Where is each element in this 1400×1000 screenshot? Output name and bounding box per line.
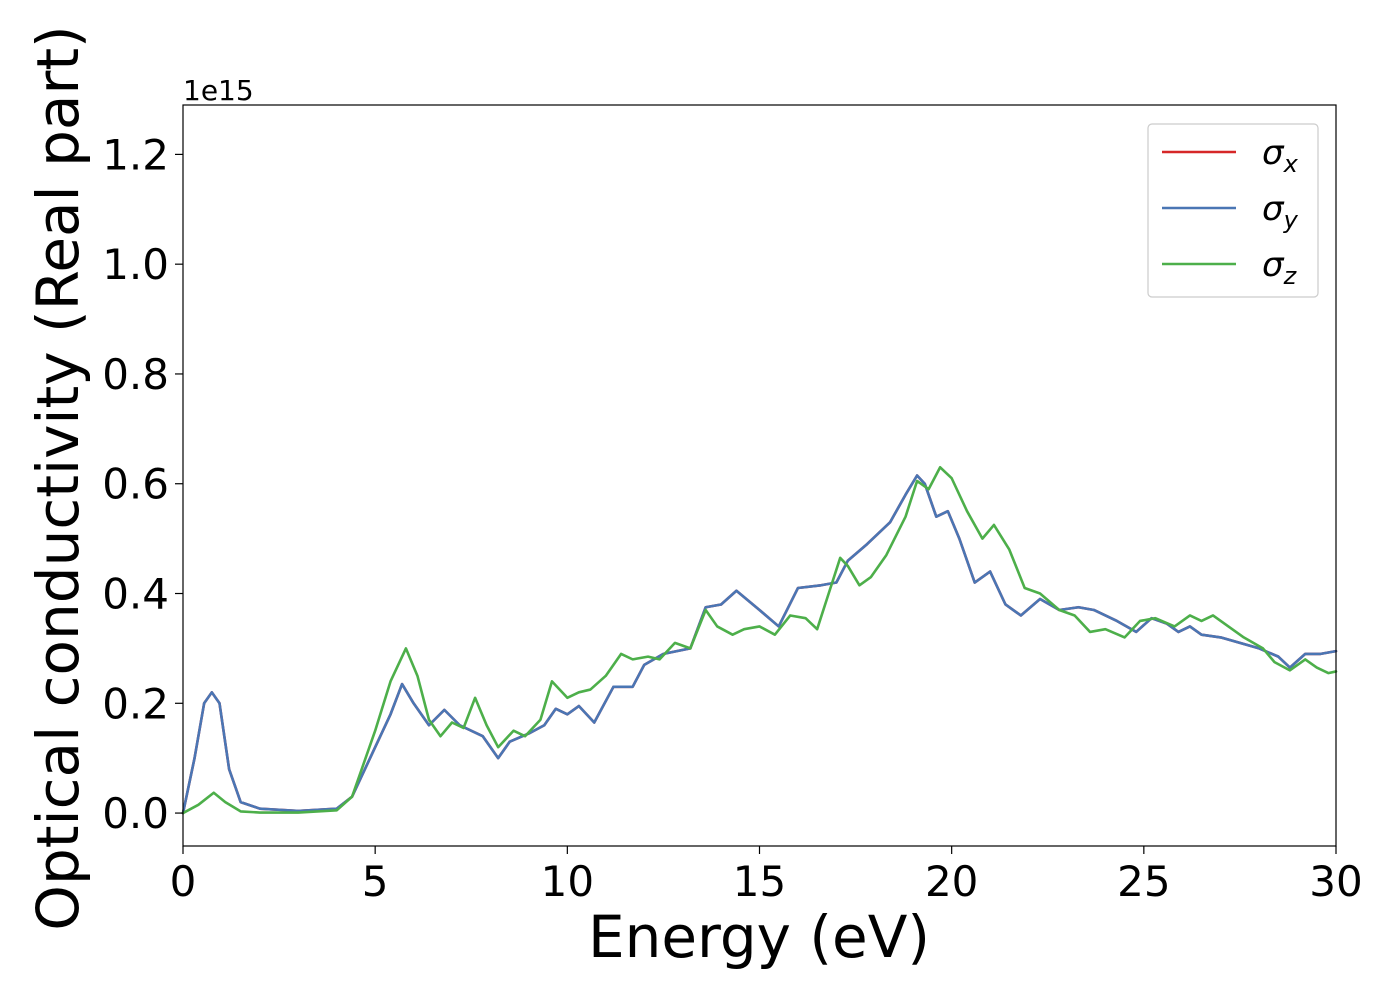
y-axis: 0.0 0.2 0.4 0.6 0.8 1.0 1.2	[102, 130, 183, 838]
x-tick-label: 5	[362, 857, 389, 906]
x-tick-label: 0	[170, 857, 197, 906]
x-axis: 0 5 10 15 20 25 30	[170, 846, 1363, 906]
y-axis-label: Optical conductivity (Real part)	[24, 25, 92, 930]
y-offset-label: 1e15	[183, 74, 254, 107]
x-tick-label: 25	[1117, 857, 1170, 906]
legend-label-y: σy	[1262, 189, 1299, 234]
series-layer	[181, 465, 1338, 815]
legend: σx σy σz	[1147, 123, 1319, 298]
x-tick-label: 30	[1309, 857, 1362, 906]
y-tick-label: 0.4	[102, 570, 169, 619]
plot-area	[183, 105, 1336, 846]
x-tick-label: 20	[925, 857, 978, 906]
legend-label-x: σx	[1262, 133, 1299, 178]
x-tick-label: 10	[541, 857, 594, 906]
y-tick-label: 1.0	[102, 240, 169, 289]
x-axis-label: Energy (eV)	[588, 903, 930, 971]
legend-box	[1147, 123, 1319, 298]
y-tick-label: 1.2	[102, 130, 169, 179]
x-tick-label: 15	[733, 857, 786, 906]
y-tick-label: 0.6	[102, 460, 169, 509]
y-tick-label: 0.8	[102, 350, 169, 399]
y-tick-label: 0.0	[102, 789, 169, 838]
y-tick-label: 0.2	[102, 679, 169, 728]
legend-label-z: σz	[1262, 245, 1298, 290]
series-line-z	[181, 465, 1338, 815]
